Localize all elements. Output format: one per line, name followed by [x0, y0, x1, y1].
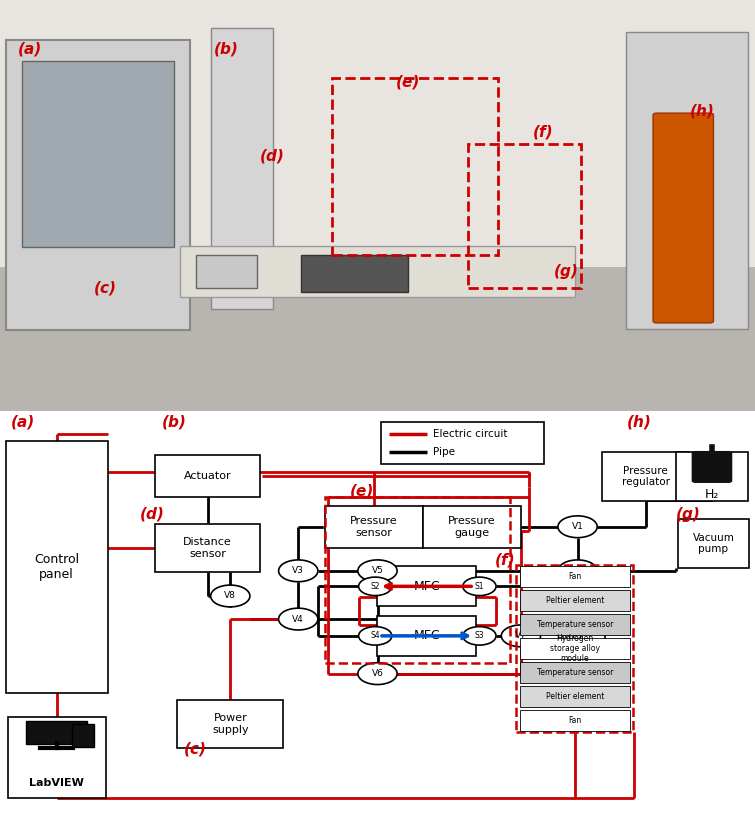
Text: Temperature sensor: Temperature sensor [537, 668, 613, 677]
Text: S2: S2 [371, 582, 380, 591]
Text: V3: V3 [292, 566, 304, 575]
FancyBboxPatch shape [0, 268, 755, 411]
Text: Control
panel: Control panel [34, 553, 79, 581]
Text: (g): (g) [676, 507, 701, 522]
FancyBboxPatch shape [0, 0, 755, 411]
FancyBboxPatch shape [520, 686, 630, 707]
FancyBboxPatch shape [8, 716, 106, 799]
FancyBboxPatch shape [520, 614, 630, 635]
FancyBboxPatch shape [5, 440, 108, 692]
Text: Peltier element: Peltier element [546, 692, 604, 701]
FancyBboxPatch shape [626, 32, 748, 329]
FancyBboxPatch shape [381, 422, 544, 464]
Circle shape [463, 577, 496, 596]
Text: Hydrogen
storage alloy
module: Hydrogen storage alloy module [550, 633, 600, 663]
Text: (h): (h) [690, 104, 714, 119]
FancyBboxPatch shape [0, 0, 755, 268]
FancyBboxPatch shape [211, 28, 273, 309]
Text: Vacuum
pump: Vacuum pump [692, 533, 735, 554]
FancyBboxPatch shape [520, 638, 630, 659]
Circle shape [279, 608, 318, 630]
FancyBboxPatch shape [180, 247, 575, 297]
Text: MFC: MFC [413, 629, 440, 642]
Text: Distance
sensor: Distance sensor [183, 537, 232, 558]
Text: Fan: Fan [569, 572, 581, 581]
FancyBboxPatch shape [177, 700, 283, 748]
Text: MFC: MFC [413, 580, 440, 593]
FancyBboxPatch shape [196, 254, 257, 288]
Text: Pressure
sensor: Pressure sensor [350, 516, 398, 538]
Text: (b): (b) [162, 415, 187, 430]
FancyBboxPatch shape [692, 451, 732, 482]
Text: V5: V5 [371, 566, 384, 575]
Text: V8: V8 [224, 592, 236, 601]
Text: (f): (f) [533, 124, 554, 139]
FancyBboxPatch shape [602, 452, 689, 500]
Text: Pressure
regulator: Pressure regulator [621, 465, 670, 487]
FancyBboxPatch shape [155, 455, 260, 498]
Text: H₂: H₂ [704, 488, 720, 500]
Text: V7: V7 [515, 632, 527, 641]
Circle shape [358, 560, 397, 582]
Circle shape [279, 560, 318, 582]
Text: V2: V2 [572, 566, 584, 575]
Text: (d): (d) [140, 507, 165, 522]
Text: (e): (e) [350, 484, 374, 499]
FancyBboxPatch shape [155, 524, 260, 572]
Text: S3: S3 [475, 632, 484, 641]
Text: S1: S1 [475, 582, 484, 591]
Text: Electric circuit: Electric circuit [433, 429, 507, 439]
Text: Pipe: Pipe [433, 447, 455, 457]
FancyBboxPatch shape [301, 254, 408, 293]
FancyBboxPatch shape [325, 506, 423, 548]
FancyBboxPatch shape [520, 567, 630, 587]
Text: Filter: Filter [557, 631, 584, 641]
FancyBboxPatch shape [72, 724, 94, 748]
FancyBboxPatch shape [520, 662, 630, 683]
Text: (c): (c) [183, 741, 206, 757]
FancyBboxPatch shape [676, 452, 747, 500]
Circle shape [359, 627, 392, 645]
Text: (f): (f) [495, 553, 516, 568]
Text: Actuator: Actuator [183, 471, 232, 481]
FancyBboxPatch shape [520, 590, 630, 611]
Text: Power
supply: Power supply [212, 713, 248, 735]
Circle shape [358, 662, 397, 685]
Text: (d): (d) [260, 149, 284, 164]
Text: (g): (g) [554, 264, 578, 279]
FancyBboxPatch shape [653, 113, 713, 323]
FancyBboxPatch shape [22, 61, 174, 247]
Text: LabVIEW: LabVIEW [29, 778, 84, 788]
FancyBboxPatch shape [520, 711, 630, 731]
Text: (a): (a) [18, 42, 42, 57]
FancyBboxPatch shape [678, 519, 749, 568]
FancyBboxPatch shape [26, 721, 87, 744]
Text: Fan: Fan [569, 715, 581, 725]
Text: (c): (c) [94, 280, 117, 296]
Circle shape [558, 560, 597, 582]
Circle shape [501, 625, 541, 647]
Circle shape [463, 627, 496, 645]
Text: V6: V6 [371, 669, 384, 678]
Text: Temperature sensor: Temperature sensor [537, 620, 613, 629]
FancyBboxPatch shape [6, 41, 190, 330]
Text: (b): (b) [214, 42, 239, 57]
Text: H₂: H₂ [704, 470, 720, 483]
Circle shape [359, 577, 392, 596]
FancyBboxPatch shape [378, 567, 476, 607]
Text: Pressure
gauge: Pressure gauge [448, 516, 496, 538]
Text: V4: V4 [292, 615, 304, 623]
Text: V1: V1 [572, 522, 584, 531]
Text: Peltier element: Peltier element [546, 596, 604, 605]
Text: (h): (h) [627, 415, 652, 430]
Text: (a): (a) [11, 415, 35, 430]
FancyBboxPatch shape [537, 616, 605, 656]
Text: (e): (e) [396, 75, 420, 90]
Circle shape [558, 516, 597, 538]
Text: S4: S4 [371, 632, 380, 641]
Circle shape [211, 585, 250, 607]
FancyBboxPatch shape [423, 506, 521, 548]
FancyBboxPatch shape [378, 616, 476, 656]
